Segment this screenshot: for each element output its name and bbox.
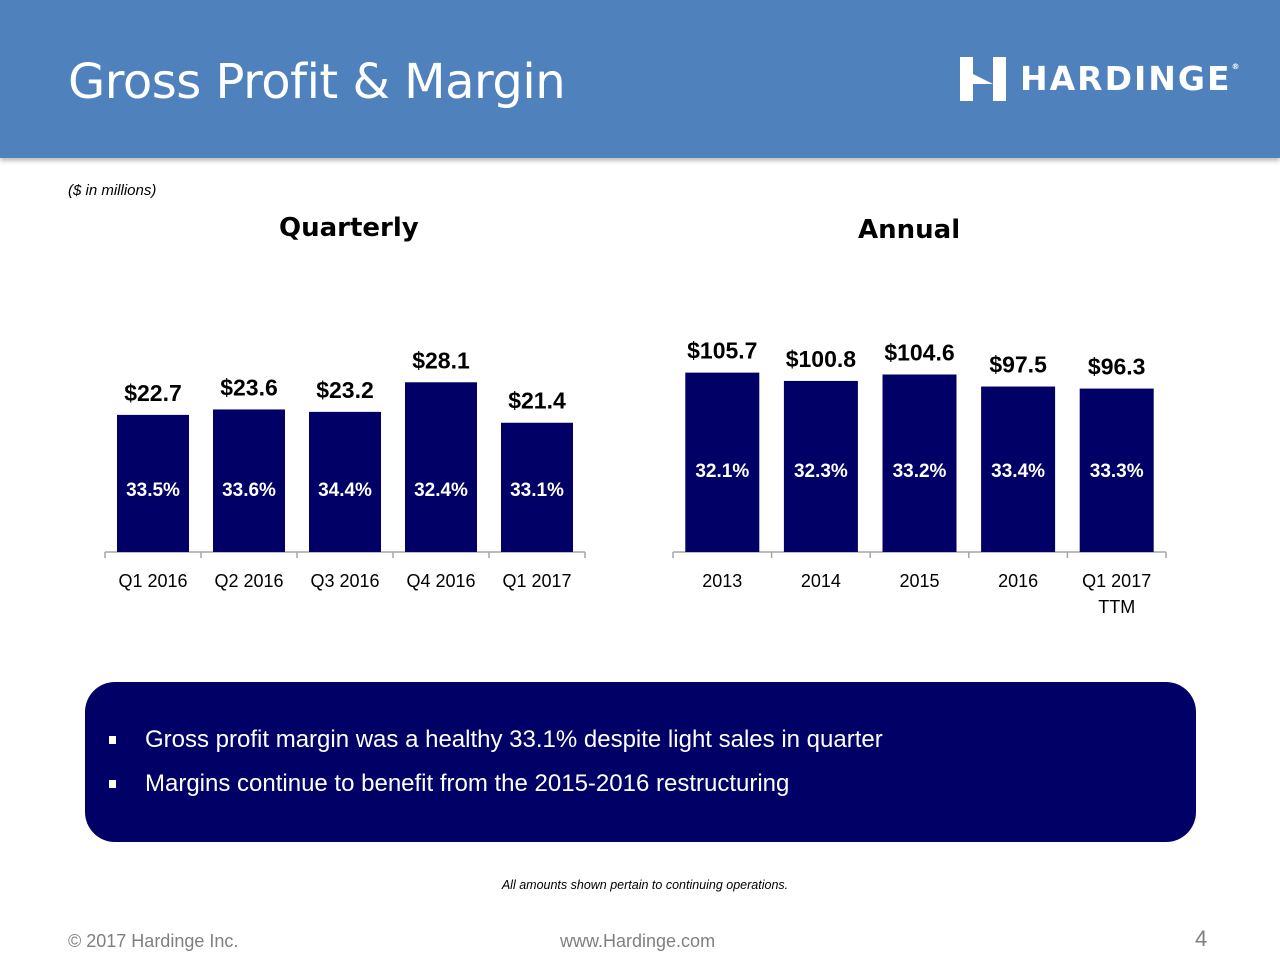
bar xyxy=(405,382,477,552)
bar xyxy=(981,386,1056,552)
x-tick-label: Q1 2016 xyxy=(118,571,187,591)
x-tick-label: Q2 2016 xyxy=(214,571,283,591)
page-title: Gross Profit & Margin xyxy=(68,54,566,110)
bar-value-label: $96.3 xyxy=(1088,354,1146,380)
footer-website-link[interactable]: www.Hardinge.com xyxy=(560,931,716,951)
bar xyxy=(783,380,858,552)
bar-value-label: $105.7 xyxy=(687,338,757,364)
logo-wordmark: HARDINGE® xyxy=(1020,57,1242,101)
annual-chart-title: Annual xyxy=(858,215,961,245)
footer-copyright: © 2017 Hardinge Inc. xyxy=(68,931,239,951)
bar-margin-label: 34.4% xyxy=(318,480,372,501)
company-logo: HARDINGE® xyxy=(960,57,1242,101)
bar-value-label: $23.6 xyxy=(220,374,278,400)
quarterly-bar-chart: $22.7 33.5% Q1 2016 $23.6 33.6% Q2 2016 $23.2 3… xyxy=(104,347,586,591)
footnote: All amounts shown pertain to continuing … xyxy=(501,878,789,892)
x-tick-label: 2016 xyxy=(998,571,1038,591)
quarterly-chart-title: Quarterly xyxy=(279,213,419,243)
logo-text: HARDINGE xyxy=(1020,59,1232,98)
bar-margin-label: 32.4% xyxy=(414,480,468,501)
bar xyxy=(213,409,285,552)
bar-value-label: $104.6 xyxy=(884,339,954,365)
x-tick-label: Q1 2017 xyxy=(502,571,571,591)
bar-value-label: $100.8 xyxy=(786,346,857,372)
key-point-item: Gross profit margin was a healthy 33.1% … xyxy=(105,724,883,768)
bar-value-label: $97.5 xyxy=(989,352,1047,378)
bar xyxy=(309,411,381,552)
x-tick-label: 2015 xyxy=(899,571,939,591)
registered-mark: ® xyxy=(1231,62,1242,71)
square-bullet-icon xyxy=(109,736,116,744)
x-tick-label: 2014 xyxy=(801,571,841,591)
bar-margin-label: 32.3% xyxy=(794,461,848,482)
bar-margin-label: 33.1% xyxy=(510,480,564,501)
square-bullet-icon xyxy=(109,780,116,788)
bar-margin-label: 33.5% xyxy=(126,480,180,501)
bar xyxy=(117,414,189,552)
x-tick-label: Q3 2016 xyxy=(310,571,379,591)
key-points-callout: Gross profit margin was a healthy 33.1% … xyxy=(85,682,1196,842)
x-tick-label: TTM xyxy=(1098,597,1135,617)
key-point-item: Margins continue to benefit from the 201… xyxy=(105,768,883,812)
bar-margin-label: 33.2% xyxy=(893,461,947,482)
bar-margin-label: 33.6% xyxy=(222,480,276,501)
bar xyxy=(685,372,760,552)
bar-value-label: $22.7 xyxy=(124,380,182,406)
x-tick-label: Q4 2016 xyxy=(406,571,475,591)
bar-value-label: $28.1 xyxy=(412,347,470,373)
key-points-list: Gross profit margin was a healthy 33.1% … xyxy=(105,724,883,812)
bar-value-label: $21.4 xyxy=(508,388,566,414)
key-point-text: Margins continue to benefit from the 201… xyxy=(145,770,790,797)
x-tick-label: 2013 xyxy=(702,571,742,591)
hardinge-h-logo-icon xyxy=(960,57,1006,101)
bar xyxy=(882,374,957,552)
units-note: ($ in millions) xyxy=(68,182,157,199)
slide-header: Gross Profit & Margin HARDINGE® xyxy=(0,0,1280,158)
bar-value-label: $23.2 xyxy=(316,377,374,403)
x-tick-label: Q1 2017 xyxy=(1082,571,1151,591)
gross-profit-charts: $22.7 33.5% Q1 2016 $23.6 33.6% Q2 2016 $23.2 3… xyxy=(104,338,1167,617)
key-point-text: Gross profit margin was a healthy 33.1% … xyxy=(145,726,883,753)
bar-margin-label: 33.3% xyxy=(1090,461,1144,482)
bar xyxy=(501,422,573,552)
annual-bar-chart: $105.7 32.1% 2013 $100.8 32.3% 2014 $104.6 33.2… xyxy=(672,338,1167,617)
bar-margin-label: 33.4% xyxy=(991,461,1045,482)
page-number: 4 xyxy=(1195,926,1208,951)
bar-margin-label: 32.1% xyxy=(695,461,749,482)
bar xyxy=(1079,388,1154,552)
